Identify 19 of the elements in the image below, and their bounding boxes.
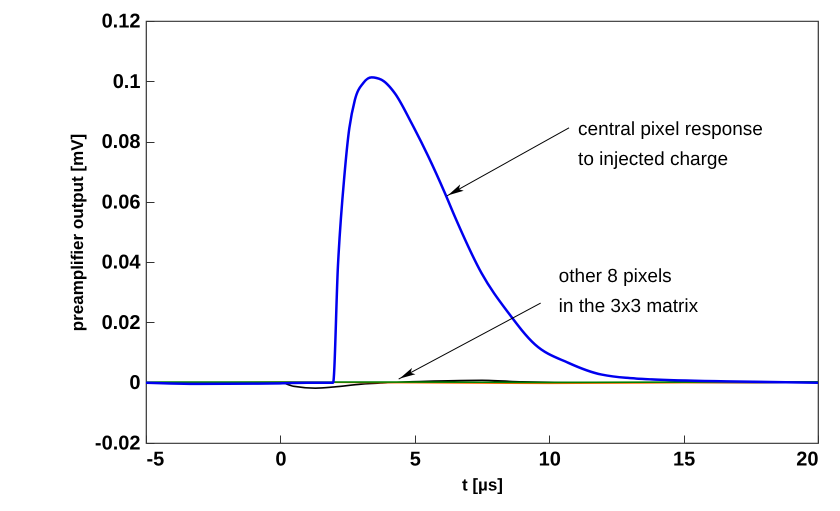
y-tick-label: 0.1 [112,70,140,93]
x-axis-title: t [µs] [462,476,503,494]
y-tick-label: 0.04 [102,252,142,274]
x-tick-label: -5 [146,448,164,470]
x-tick-label: 5 [410,448,421,470]
y-tick-label: 0.02 [102,312,140,334]
y-tick-label: 0.12 [102,10,140,32]
y-tick-label: 0.06 [102,191,140,214]
annotation: other 8 pixels in the 3x3 matrix [558,266,699,318]
x-tick-label: 10 [538,448,561,470]
x-tick-label: 0 [275,448,286,470]
line-series [146,76,818,386]
annotation: central pixel response to injected charge [578,118,763,170]
y-axis-title: preamplifier output [mV] [68,134,87,332]
y-tick-label: 0 [129,372,140,394]
y-tick-label: -0.02 [94,432,140,454]
x-tick-label: 15 [672,448,696,470]
y-tick-label: 0.08 [102,131,140,154]
x-tick-label: 20 [796,448,818,470]
